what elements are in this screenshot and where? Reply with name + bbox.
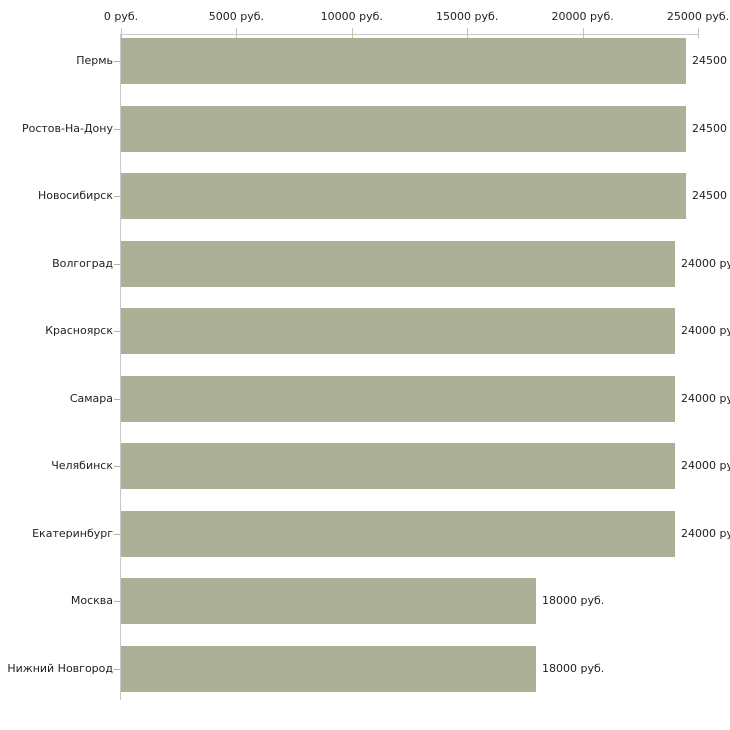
category-label: Новосибирск: [37, 189, 113, 202]
value-label: 24000 руб.: [681, 392, 730, 405]
bar: [121, 376, 675, 422]
x-axis-tick-label: 20000 руб.: [551, 10, 614, 23]
value-label: 18000 руб.: [542, 594, 605, 607]
y-axis-tick: [114, 61, 120, 62]
x-axis-tick-label: 15000 руб.: [436, 10, 499, 23]
y-axis-tick: [114, 264, 120, 265]
category-label: Ростов-На-Дону: [21, 122, 113, 135]
y-axis-line: [120, 34, 121, 700]
x-axis-tick: [121, 28, 122, 38]
bar: [121, 173, 686, 219]
value-label: 24000 руб.: [681, 459, 730, 472]
x-axis-tick: [467, 28, 468, 38]
y-axis-tick: [114, 534, 120, 535]
category-label: Челябинск: [51, 459, 113, 472]
y-axis-tick: [114, 466, 120, 467]
value-label: 24500 руб.: [692, 122, 730, 135]
category-label: Самара: [69, 392, 113, 405]
category-label: Нижний Новгород: [7, 662, 113, 675]
value-label: 24000 руб.: [681, 527, 730, 540]
category-label: Волгоград: [52, 257, 113, 270]
category-label: Москва: [70, 594, 113, 607]
bar: [121, 443, 675, 489]
category-label: Екатеринбург: [32, 527, 113, 540]
y-axis-tick: [114, 601, 120, 602]
bar: [121, 38, 686, 84]
y-axis-tick: [114, 669, 120, 670]
value-label: 24500 руб.: [692, 189, 730, 202]
bar: [121, 308, 675, 354]
x-axis-tick: [352, 28, 353, 38]
bar: [121, 106, 686, 152]
y-axis-tick: [114, 331, 120, 332]
x-axis-tick: [583, 28, 584, 38]
category-label: Пермь: [76, 54, 113, 67]
value-label: 24000 руб.: [681, 324, 730, 337]
x-axis-tick-label: 0 руб.: [103, 10, 139, 23]
x-axis-tick: [698, 28, 699, 38]
x-axis-tick-label: 25000 руб.: [666, 10, 730, 23]
bar: [121, 511, 675, 557]
bar: [121, 646, 536, 692]
x-axis-tick: [236, 28, 237, 38]
bar: [121, 578, 536, 624]
bar: [121, 241, 675, 287]
category-label: Красноярск: [45, 324, 113, 337]
value-label: 18000 руб.: [542, 662, 605, 675]
value-label: 24500 руб.: [692, 54, 730, 67]
x-axis-line: [120, 34, 699, 35]
y-axis-tick: [114, 399, 120, 400]
x-axis-tick-label: 5000 руб.: [208, 10, 265, 23]
x-axis-tick-label: 10000 руб.: [320, 10, 383, 23]
value-label: 24000 руб.: [681, 257, 730, 270]
y-axis-tick: [114, 129, 120, 130]
y-axis-tick: [114, 196, 120, 197]
